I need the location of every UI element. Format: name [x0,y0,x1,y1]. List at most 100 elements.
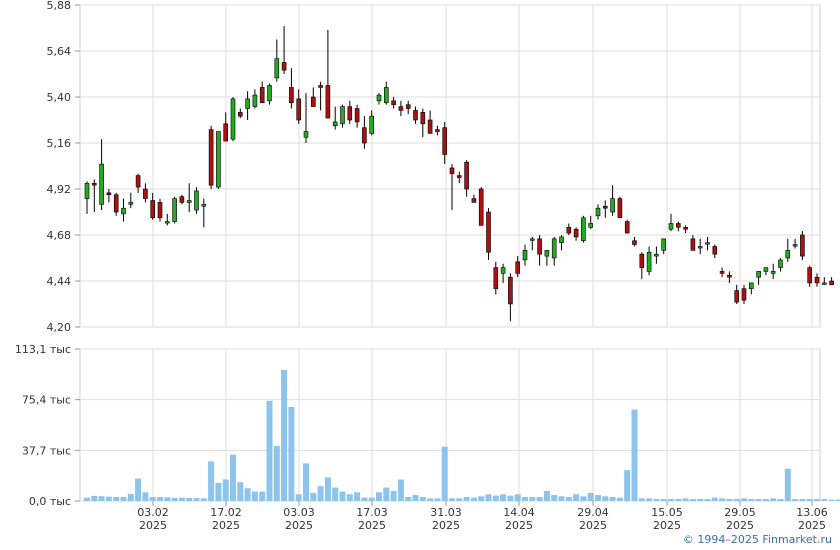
candle-body [267,85,272,102]
candle-body [719,271,725,274]
volume-bar [361,497,368,501]
volume-bar [536,496,543,501]
candle-body [632,240,637,245]
volume-bar [609,496,616,501]
candle-body [150,200,155,219]
candle-body [289,87,294,104]
volume-bar [514,494,521,501]
volume-bar [697,498,704,501]
candle-body [398,106,404,111]
candle-body [194,190,199,211]
candle-body [522,250,528,261]
volume-bar [237,482,244,501]
date-tick-year: 2025 [579,519,607,532]
volume-bar [587,492,594,501]
volume-bar [84,497,90,501]
volume-bar [653,498,660,501]
volume-bar [565,496,572,501]
candle-body [106,192,112,196]
volume-bar [222,479,229,501]
candle-body [84,182,90,199]
date-tick-year: 2025 [432,519,460,532]
volume-bar [616,497,623,501]
candle-body [172,198,177,222]
date-tick-label: 17.03 [356,506,388,519]
date-tick-label: 29.04 [577,506,609,519]
candle-body [807,267,813,284]
volume-bar [113,496,120,501]
volume-bar [288,406,295,501]
date-tick-label: 03.02 [137,506,169,519]
volume-bar [208,461,215,501]
candle-body [252,94,258,107]
volume-bar [405,496,412,501]
candle-body [478,188,484,226]
volume-bar [310,492,317,501]
volume-bar [784,468,791,501]
candle-body [135,175,141,188]
candle-body [362,127,367,144]
candle-body [369,115,375,134]
volume-bar [91,495,98,501]
price-tick-label: 5,40 [47,91,72,104]
candle-body [829,280,834,286]
date-tick-label: 15.05 [651,506,683,519]
volume-bar [478,496,485,501]
candle-body [595,207,601,217]
date-tick-year: 2025 [139,519,167,532]
volume-bar [551,494,558,501]
candle-body [376,94,382,102]
volume-bar [98,496,105,501]
volume-bars [84,369,840,501]
volume-bar [149,496,156,501]
candle-body [245,98,250,109]
volume-bar [376,492,382,501]
candle-body [785,250,791,259]
candle-body [770,271,776,274]
candle-body [405,104,411,109]
candle-body [508,276,513,305]
date-tick-year: 2025 [358,519,386,532]
candle-body [690,238,696,251]
volume-bar [689,498,696,501]
date-tick-year: 2025 [212,519,240,532]
candle-body [456,175,462,178]
volume-bar [602,496,609,501]
candle-body [705,242,710,245]
volume-bar [390,490,397,501]
volume-bar [755,498,762,501]
date-tick-label: 13.06 [796,506,828,519]
volume-bar [303,463,309,501]
candle-body [675,223,681,228]
volume-bar [157,496,163,501]
candle-body [354,108,360,123]
candle-body [303,131,309,138]
candle-body [391,100,396,105]
date-tick-year: 2025 [726,519,754,532]
candle-body [734,290,740,303]
grid-lines [79,4,821,502]
volume-bar [770,498,777,501]
price-panel-frame [79,4,821,328]
candle-body [654,253,659,257]
volume-bar [799,498,806,501]
candle-body [712,246,718,255]
candle-body [186,200,192,203]
candle-body [442,127,448,155]
candle-body [581,217,586,242]
volume-tick-label: 0,0 тыс [29,495,71,508]
candle-body [259,87,265,104]
candle-body [281,62,287,71]
price-tick-label: 4,68 [47,229,72,242]
volume-bar [711,497,718,501]
axes: 5,88 5,64 5,40 5,16 4,92 4,68 4,44 4,20 113,1 ты… [15,0,828,532]
price-candles [84,26,834,322]
volume-bar [186,498,193,501]
candle-body [435,129,440,132]
volume-bar [127,494,134,501]
candle-body [201,204,207,207]
candle-body [624,221,630,234]
volume-bar [792,498,799,501]
volume-bar [631,409,638,501]
